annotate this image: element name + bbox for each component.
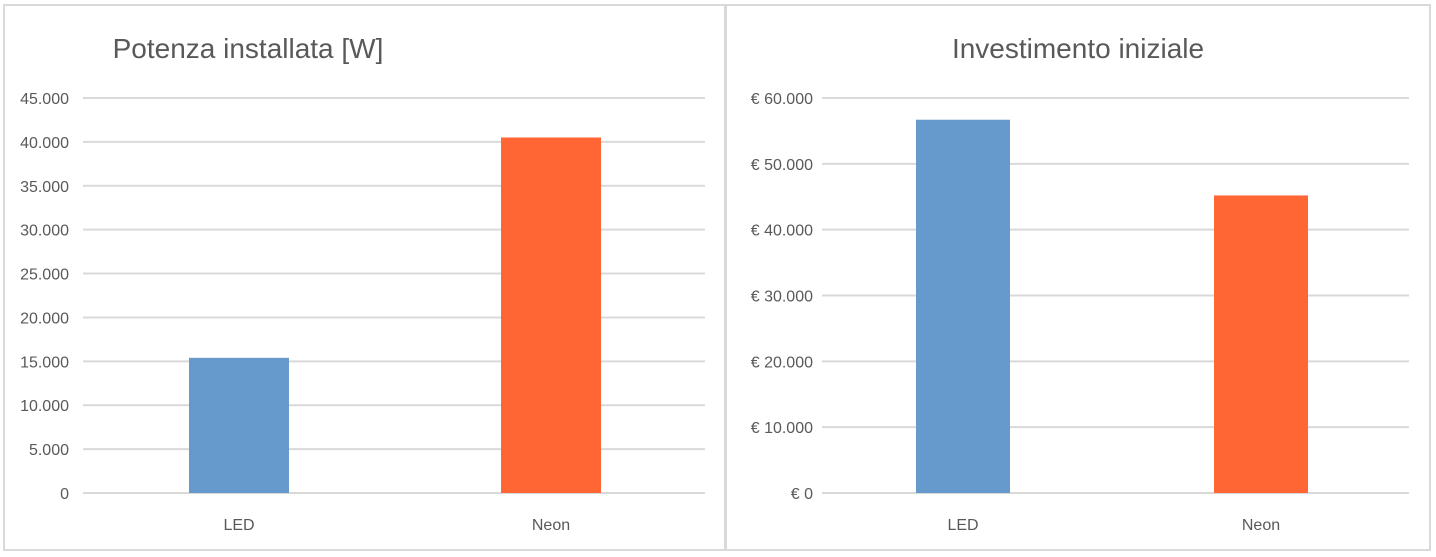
gridlines (822, 97, 1409, 494)
bar-neon (1214, 195, 1308, 493)
y-tick-label: 15.000 (20, 354, 69, 371)
bar-led (189, 357, 289, 493)
chart-power: Potenza installata [W] 0 5.000 10.000 15.00… (20, 33, 705, 534)
y-tick-label: 0 (60, 486, 69, 503)
x-tick-label: Neon (532, 517, 570, 534)
y-tick-label: € 40.000 (751, 223, 813, 240)
x-tick-label: LED (223, 517, 254, 534)
y-tick-label: 20.000 (20, 310, 69, 327)
bars (916, 119, 1308, 493)
y-tick-label: € 30.000 (751, 289, 813, 306)
y-tick-labels: 0 5.000 10.000 15.000 20.000 25.000 30.000 35.0… (20, 91, 69, 503)
bar-led (916, 119, 1010, 493)
x-tick-labels: LED Neon (223, 517, 570, 534)
y-tick-label: € 60.000 (751, 91, 813, 108)
y-tick-label: 25.000 (20, 267, 69, 284)
bar-neon (501, 137, 601, 493)
y-tick-label: 45.000 (20, 91, 69, 108)
chart-panel-power: Potenza installata [W] 0 5.000 10.000 15.00… (3, 4, 726, 551)
x-tick-label: LED (947, 517, 978, 534)
y-tick-label: 35.000 (20, 179, 69, 196)
chart-investment: Investimento iniziale € 0 € 10.000 € 20.00… (751, 33, 1409, 534)
chart-panel-investment: Investimento iniziale € 0 € 10.000 € 20.00… (725, 4, 1431, 551)
y-tick-label: 5.000 (29, 442, 69, 459)
chart-title: Potenza installata [W] (113, 33, 384, 64)
y-tick-labels: € 0 € 10.000 € 20.000 € 30.000 € 40.000 € 50.… (751, 91, 813, 503)
y-tick-label: € 20.000 (751, 354, 813, 371)
y-tick-label: 40.000 (20, 135, 69, 152)
y-tick-label: 10.000 (20, 398, 69, 415)
bars (189, 137, 601, 493)
y-tick-label: € 50.000 (751, 157, 813, 174)
y-tick-label: € 0 (791, 486, 813, 503)
x-tick-labels: LED Neon (947, 517, 1280, 534)
y-tick-label: € 10.000 (751, 420, 813, 437)
y-tick-label: 30.000 (20, 223, 69, 240)
gridlines (83, 97, 705, 494)
chart-title: Investimento iniziale (952, 33, 1204, 64)
x-tick-label: Neon (1242, 517, 1280, 534)
